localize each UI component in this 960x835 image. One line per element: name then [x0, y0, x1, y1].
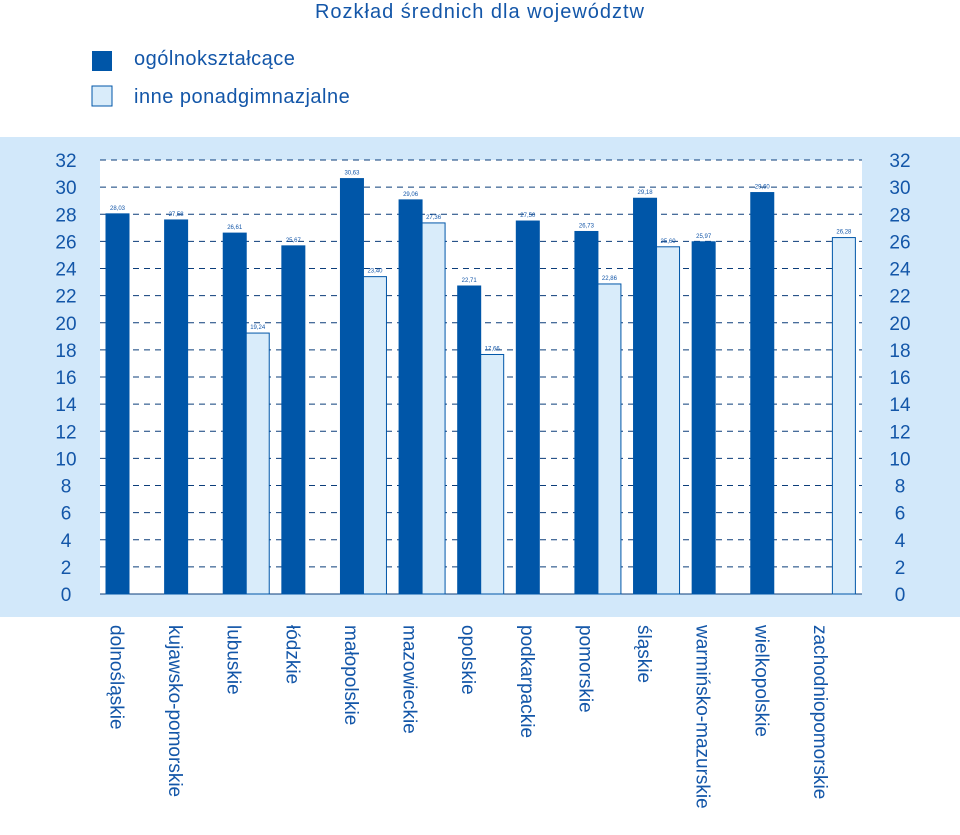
- bar-ogolnoksztalcace: [164, 219, 189, 595]
- value-label: 28,03: [110, 206, 126, 212]
- bar-inne: [656, 246, 681, 595]
- legend-swatch-inne: [91, 85, 113, 107]
- value-label: 22,71: [462, 278, 478, 284]
- y-tick-label-left: 30: [55, 178, 76, 199]
- y-tick-label-left: 0: [61, 585, 72, 606]
- value-label: 26,73: [579, 223, 595, 229]
- value-label: 27,36: [426, 215, 442, 221]
- y-tick-label-right: 20: [889, 314, 910, 335]
- bar-inne: [362, 276, 387, 595]
- x-category-label: podkarpackie: [516, 625, 537, 738]
- bar-ogolnoksztalcace: [750, 192, 775, 595]
- x-category-label: dolnośląskie: [106, 625, 127, 730]
- chart-title: Rozkład średnich dla województw: [315, 1, 645, 23]
- y-tick-label-right: 4: [895, 531, 906, 552]
- bar-ogolnoksztalcace: [515, 220, 540, 595]
- bar-ogolnoksztalcace: [633, 197, 658, 595]
- bar-ogolnoksztalcace: [222, 232, 247, 595]
- y-tick-label-left: 6: [61, 504, 72, 525]
- bar-ogolnoksztalcace: [281, 245, 306, 595]
- y-tick-label-left: 2: [61, 558, 72, 579]
- y-tick-label-right: 22: [889, 287, 910, 308]
- value-label: 25,97: [696, 234, 712, 240]
- y-tick-label-right: 24: [889, 260, 911, 281]
- y-tick-label-left: 28: [55, 205, 76, 226]
- x-category-label: mazowieckie: [399, 625, 420, 734]
- bar-inne: [421, 222, 446, 595]
- y-tick-label-left: 12: [55, 422, 76, 443]
- y-tick-label-right: 14: [889, 395, 911, 416]
- x-category-label: kujawsko-pomorskie: [164, 625, 185, 797]
- x-category-label: pomorskie: [574, 625, 595, 713]
- value-label: 26,28: [836, 230, 852, 236]
- x-category-label: wielkopolskie: [750, 624, 771, 737]
- x-category-label: zachodniopomorskie: [809, 625, 830, 799]
- y-tick-label-right: 28: [889, 205, 910, 226]
- bar-ogolnoksztalcace: [339, 178, 364, 595]
- y-tick-label-left: 24: [55, 260, 77, 281]
- y-tick-label-left: 14: [55, 395, 77, 416]
- y-tick-label-left: 32: [55, 151, 76, 172]
- y-tick-label-left: 4: [61, 531, 72, 552]
- legend-label-ogolnoksztalcace: ogólnokształcące: [134, 48, 295, 70]
- y-tick-label-right: 2: [895, 558, 906, 579]
- value-label: 26,61: [227, 225, 243, 231]
- value-label: 29,18: [638, 190, 654, 196]
- y-tick-label-left: 10: [55, 449, 76, 470]
- value-label: 19,24: [250, 325, 266, 331]
- legend: ogólnokształcące inne ponadgimnazjalne: [91, 48, 350, 108]
- value-label: 29,06: [403, 192, 419, 198]
- y-tick-label-left: 22: [55, 287, 76, 308]
- y-tick-label-right: 12: [889, 422, 910, 443]
- y-tick-label-right: 32: [889, 151, 910, 172]
- value-label: 30,63: [344, 171, 360, 177]
- x-category-label: śląskie: [633, 625, 654, 683]
- value-label: 25,67: [286, 238, 302, 244]
- y-tick-label-left: 26: [55, 232, 76, 253]
- y-tick-label-right: 0: [895, 585, 906, 606]
- bar-ogolnoksztalcace: [105, 213, 130, 595]
- y-tick-label-right: 6: [895, 504, 906, 525]
- y-tick-label-right: 16: [889, 368, 910, 389]
- value-labels: 28,03 27,58 26,61 19,24 25,67 30,63 23,40 29,06…: [110, 171, 852, 353]
- bar-ogolnoksztalcace: [457, 285, 482, 595]
- bar-inne: [245, 332, 270, 595]
- x-category-label: lubuskie: [223, 625, 244, 695]
- x-axis-categories: dolnośląskie kujawsko-pomorskie lubuskie łó…: [106, 624, 830, 809]
- y-tick-label-left: 18: [55, 341, 76, 362]
- bars: [105, 178, 856, 595]
- value-label: 22,86: [602, 276, 618, 282]
- value-label: 27,50: [520, 213, 536, 219]
- y-tick-label-left: 16: [55, 368, 76, 389]
- y-tick-label-right: 18: [889, 341, 910, 362]
- bar-ogolnoksztalcace: [691, 241, 716, 595]
- legend-label-inne: inne ponadgimnazjalne: [134, 86, 350, 108]
- bar-inne: [480, 353, 505, 595]
- bar-ogolnoksztalcace: [398, 199, 423, 595]
- x-category-label: opolskie: [457, 625, 478, 695]
- y-tick-label-right: 26: [889, 232, 910, 253]
- value-label: 29,60: [755, 185, 771, 191]
- y-tick-label-right: 10: [889, 449, 910, 470]
- x-category-label: małopolskie: [340, 625, 361, 725]
- value-label: 25,60: [661, 239, 677, 245]
- y-tick-label-right: 30: [889, 178, 910, 199]
- bar-inne: [597, 283, 622, 595]
- bar-inne: [831, 237, 856, 595]
- legend-swatch-ogolnoksztalcace: [92, 51, 112, 71]
- x-category-label: łódzkie: [281, 625, 302, 684]
- y-tick-label-left: 8: [61, 477, 72, 498]
- y-tick-label-left: 20: [55, 314, 76, 335]
- y-tick-label-right: 8: [895, 477, 906, 498]
- x-category-label: warmińsko-mazurskie: [692, 624, 713, 809]
- value-label: 17,66: [485, 346, 501, 352]
- bar-ogolnoksztalcace: [574, 230, 599, 595]
- value-label: 23,40: [367, 269, 383, 275]
- value-label: 27,58: [169, 212, 185, 218]
